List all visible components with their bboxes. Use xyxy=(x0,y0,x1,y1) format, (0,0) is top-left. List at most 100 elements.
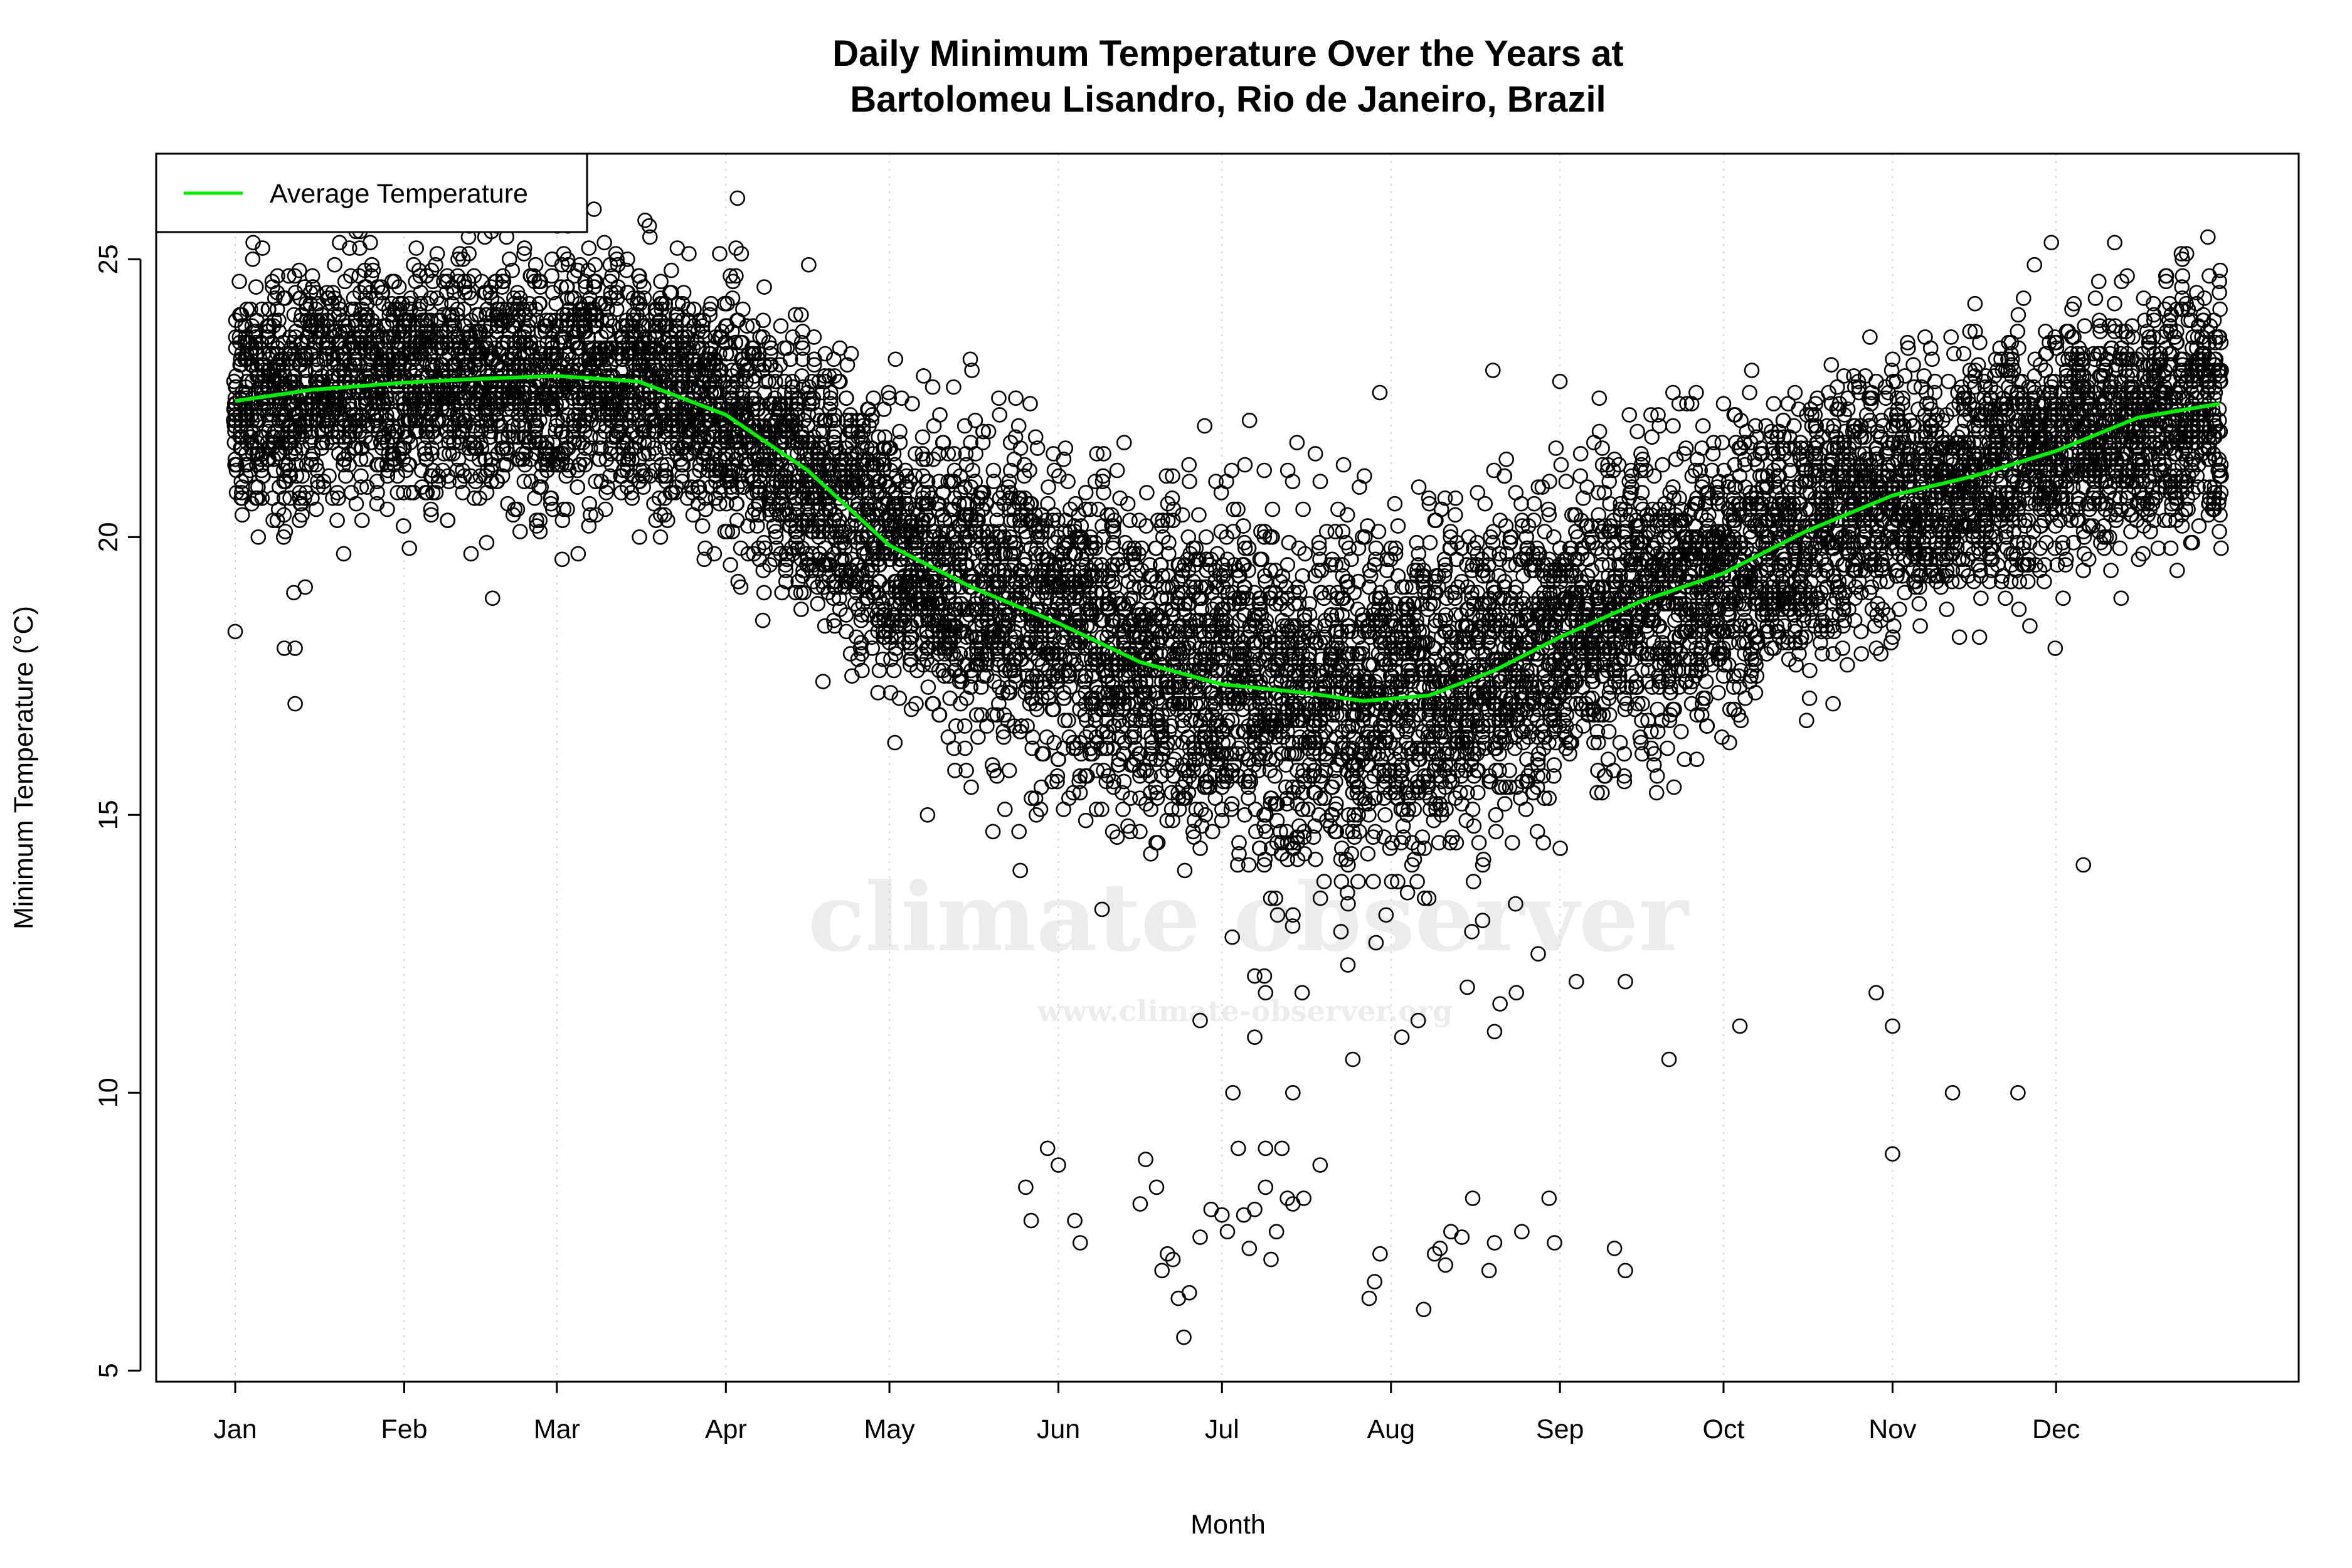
data-point xyxy=(1008,390,1024,406)
data-point xyxy=(735,301,751,317)
data-point xyxy=(352,451,369,467)
data-point xyxy=(887,351,904,368)
data-point xyxy=(1078,485,1094,501)
data-point xyxy=(227,457,243,473)
data-point xyxy=(756,279,772,295)
data-point xyxy=(287,268,303,284)
data-point xyxy=(346,440,362,456)
data-point xyxy=(253,451,269,467)
data-point xyxy=(277,524,294,539)
data-point xyxy=(254,301,270,317)
data-point xyxy=(315,474,332,490)
data-point xyxy=(231,334,248,351)
data-point xyxy=(956,718,973,734)
data-point xyxy=(348,495,364,512)
data-point xyxy=(1041,479,1056,495)
data-point xyxy=(559,501,575,517)
data-point xyxy=(793,601,809,617)
data-point xyxy=(337,273,353,290)
data-point xyxy=(354,512,370,529)
data-point xyxy=(250,490,266,506)
watermark: climate observer www.climate-observer.or… xyxy=(808,862,1690,1028)
data-point xyxy=(245,235,261,251)
data-point xyxy=(681,246,697,262)
data-point xyxy=(554,551,570,568)
data-point xyxy=(364,257,380,273)
data-point xyxy=(1022,396,1038,412)
data-point xyxy=(401,540,418,556)
data-point xyxy=(755,612,771,628)
data-point xyxy=(729,495,744,512)
data-point xyxy=(294,507,310,523)
data-point xyxy=(992,407,1008,423)
data-point xyxy=(265,318,282,334)
data-point xyxy=(932,407,948,423)
data-point xyxy=(248,279,264,295)
data-point xyxy=(233,474,250,490)
data-point xyxy=(239,301,255,317)
data-point xyxy=(359,295,375,312)
data-point xyxy=(1109,462,1125,479)
data-point xyxy=(914,429,931,445)
data-point xyxy=(586,201,602,217)
data-point xyxy=(365,262,381,278)
data-point xyxy=(337,468,354,484)
data-point xyxy=(231,273,247,290)
data-point xyxy=(353,479,369,495)
data-point xyxy=(729,512,745,529)
data-point xyxy=(408,240,425,256)
data-point xyxy=(292,485,307,501)
data-point xyxy=(596,235,612,251)
data-point xyxy=(308,501,324,517)
data-point xyxy=(1057,712,1073,728)
data-point xyxy=(463,546,479,562)
data-point xyxy=(1034,779,1049,795)
data-point xyxy=(832,373,848,389)
data-point xyxy=(299,334,315,351)
data-point xyxy=(866,390,881,406)
data-point xyxy=(1001,763,1017,778)
data-point xyxy=(904,396,920,412)
data-point xyxy=(280,457,297,473)
watermark-url: www.climate-observer.org xyxy=(1037,994,1453,1028)
data-point xyxy=(839,390,854,406)
data-point xyxy=(712,246,728,262)
data-point xyxy=(1011,824,1027,840)
data-point xyxy=(329,512,345,529)
data-point xyxy=(321,468,337,484)
data-point xyxy=(723,557,738,573)
data-point xyxy=(352,240,368,256)
data-point xyxy=(479,534,495,551)
data-point xyxy=(694,518,711,534)
data-point xyxy=(806,329,822,345)
data-point xyxy=(327,257,342,273)
data-point xyxy=(379,501,395,517)
data-point xyxy=(245,446,261,462)
data-point xyxy=(773,318,789,334)
data-point xyxy=(363,235,378,251)
data-point xyxy=(756,585,772,601)
data-point xyxy=(870,685,886,701)
data-point xyxy=(1046,701,1062,718)
data-point xyxy=(920,679,936,695)
data-point xyxy=(815,674,831,689)
data-point xyxy=(810,596,826,612)
data-point xyxy=(931,707,947,723)
scatter-points xyxy=(226,162,2229,1345)
data-point xyxy=(305,446,321,462)
data-point xyxy=(1061,712,1076,728)
data-point xyxy=(287,440,303,456)
data-point xyxy=(997,802,1013,817)
data-point xyxy=(341,240,358,256)
data-point xyxy=(632,529,647,545)
data-point xyxy=(652,529,669,545)
data-point xyxy=(887,734,903,751)
data-point xyxy=(234,507,250,523)
data-point xyxy=(248,340,264,356)
data-point xyxy=(250,529,267,545)
data-point xyxy=(358,290,374,306)
data-point xyxy=(440,512,456,529)
data-point xyxy=(755,312,771,329)
data-point xyxy=(245,251,261,267)
